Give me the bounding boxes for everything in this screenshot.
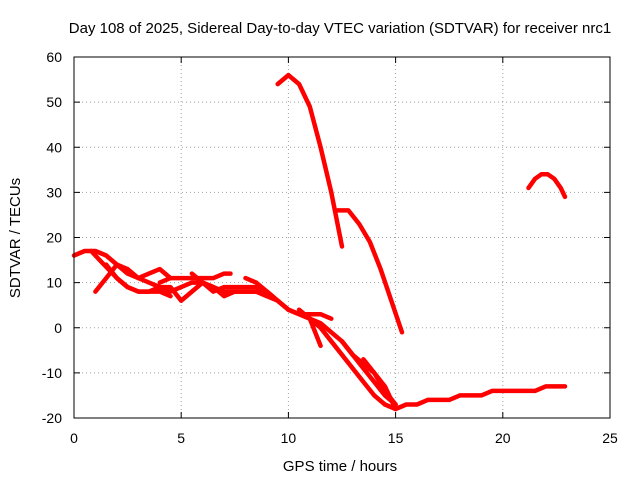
y-axis-label: SDTVAR / TECUs [7, 178, 24, 298]
series-line-track-7 [243, 275, 398, 407]
series-line-track-1 [71, 248, 568, 412]
y-tick-label: 30 [46, 184, 62, 200]
series-layer [71, 72, 568, 412]
x-tick-label: 10 [281, 430, 297, 446]
x-tick-label: 5 [177, 430, 185, 446]
y-tick-label: 40 [46, 139, 62, 155]
chart-title: Day 108 of 2025, Sidereal Day-to-day VTE… [69, 20, 611, 37]
y-tick-label: 10 [46, 275, 62, 291]
y-tick-label: 60 [46, 49, 62, 65]
series-line-track-12 [335, 208, 405, 335]
series-line-track-4 [103, 262, 270, 303]
y-tick-label: 20 [46, 230, 62, 246]
x-tick-label: 20 [495, 430, 511, 446]
x-tick-label: 25 [602, 430, 618, 446]
y-tick-label: 0 [54, 320, 62, 336]
series-line-track-11 [275, 72, 345, 249]
plot-frame [73, 56, 611, 419]
series-line-track-3 [93, 262, 173, 294]
y-tick-label: -10 [42, 365, 62, 381]
y-tick-label: 50 [46, 94, 62, 110]
series-line-track-8 [296, 307, 323, 349]
x-tick-label: 0 [70, 430, 78, 446]
series-line-track-10 [361, 357, 398, 407]
tick-labels: 0 5 10 15 20 25 -20 -10 0 10 20 30 40 50 60 [42, 49, 618, 446]
x-axis-label: GPS time / hours [283, 458, 397, 475]
x-tick-label: 15 [388, 430, 404, 446]
y-tick-label: -20 [42, 410, 62, 426]
series-line-track-13 [526, 172, 568, 200]
